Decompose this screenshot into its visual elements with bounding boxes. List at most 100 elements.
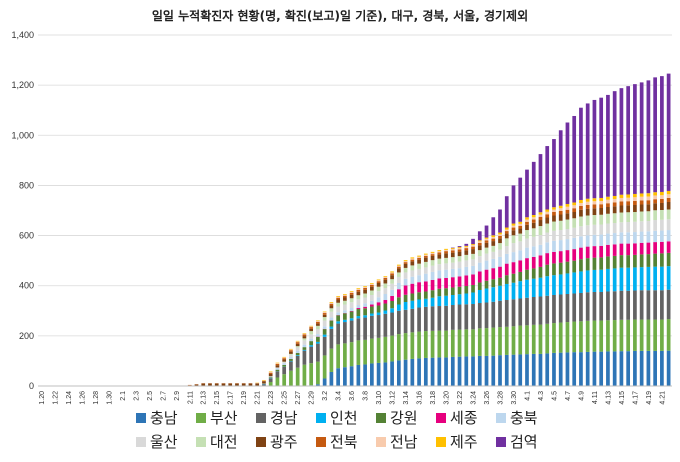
bar-segment <box>626 243 631 256</box>
bar-segment <box>228 383 233 386</box>
bar-segment <box>316 320 320 321</box>
bar-segment <box>477 240 482 242</box>
bar-segment <box>457 294 462 305</box>
bar-segment <box>525 221 529 225</box>
bar-segment <box>464 243 469 246</box>
bar-segment <box>282 356 287 358</box>
x-tick-label: 3.14 <box>403 391 410 405</box>
bar-segment <box>545 276 550 296</box>
bar-segment <box>633 193 637 198</box>
bar-segment <box>525 258 529 270</box>
bar-segment <box>504 233 509 239</box>
bar-segment <box>343 304 347 311</box>
bar-segment <box>552 230 556 241</box>
bar-segment <box>329 328 334 349</box>
bar-segment <box>295 343 300 347</box>
bar-segment <box>484 225 489 238</box>
bar-segment <box>626 194 631 198</box>
bar-segment <box>511 252 516 263</box>
legend-label: 충남 <box>150 409 178 427</box>
bar-segment <box>437 278 442 289</box>
bar-segment <box>444 269 448 278</box>
legend-label: 검역 <box>510 433 538 451</box>
bar-segment <box>457 286 462 295</box>
bar-segment <box>552 323 556 353</box>
bar-segment <box>423 357 428 386</box>
bar-segment <box>423 257 428 262</box>
bar-segment <box>423 267 428 274</box>
bar-segment <box>329 320 334 327</box>
bar-segment <box>558 214 563 221</box>
bar-segment <box>471 292 475 305</box>
bar-segment <box>491 245 496 252</box>
bar-segment <box>302 338 307 341</box>
bar-segment <box>599 291 604 321</box>
bar-segment <box>471 238 475 245</box>
y-tick-label: 0 <box>29 381 34 391</box>
bar-segment <box>660 266 664 291</box>
bar-segment <box>363 286 367 287</box>
bar-segment <box>410 332 415 359</box>
bar-segment <box>316 320 320 322</box>
bar-segment <box>484 328 489 356</box>
bar-segment <box>370 284 374 287</box>
bar-segment <box>464 293 469 305</box>
bar-segment <box>477 328 482 356</box>
x-axis-ticks: 1.20 1.22 1.24 1.26 1.28 1.30 2.1 2.3 2.5 2.7 2.9 2… <box>39 391 667 405</box>
bar-segment <box>403 302 408 310</box>
x-tick-label: 4.15 <box>619 391 626 405</box>
bar-segment <box>606 203 610 207</box>
bar-segment <box>316 343 320 362</box>
bar-segment <box>660 350 664 386</box>
bar-segment <box>579 202 583 206</box>
bar-segment <box>599 234 604 246</box>
chart-title: 일일 누적확진자 현황(명, 확진(보고)일 기준), 대구, 경북, 서울, … <box>152 8 528 23</box>
bar-segment <box>282 364 287 367</box>
bar-segment <box>666 73 671 191</box>
bar-segment <box>498 277 502 286</box>
bar-segment <box>437 251 442 253</box>
bar-segment <box>633 204 637 213</box>
bar-segment <box>309 338 314 342</box>
bar-segment <box>430 251 435 253</box>
bar-segment <box>336 302 340 307</box>
bar-segment <box>390 273 394 276</box>
bar-segment <box>599 204 604 208</box>
bar-segment <box>579 352 583 386</box>
bar-segment <box>457 276 462 287</box>
bar-segment <box>423 291 428 299</box>
bar-segment <box>511 273 516 283</box>
bar-segment <box>626 290 631 320</box>
bar-segment <box>410 259 415 262</box>
bar-segment <box>343 300 347 305</box>
bar-segment <box>356 291 361 296</box>
bar-segment <box>491 279 496 288</box>
bar-segment <box>666 197 671 202</box>
bar-segment <box>639 254 644 268</box>
bar-segment <box>538 235 543 245</box>
bar-segment <box>471 244 475 246</box>
bar-segment <box>309 326 314 328</box>
bar-segment <box>484 280 489 289</box>
bar-segment <box>464 266 469 276</box>
bar-segment <box>410 308 415 333</box>
bar-segment <box>619 197 624 202</box>
bar-segment <box>383 300 388 304</box>
bar-segment <box>322 329 327 335</box>
bar-segment <box>653 253 657 267</box>
bar-segment <box>275 367 280 369</box>
bar-segment <box>599 207 604 215</box>
legend-swatch <box>316 413 326 423</box>
bar-segment <box>666 194 671 198</box>
bar-segment <box>349 302 354 309</box>
bar-segment <box>477 262 482 272</box>
bar-segment <box>383 277 388 280</box>
bar-segment <box>437 264 442 271</box>
bar-segment <box>511 243 516 253</box>
bar-segment <box>295 367 300 386</box>
bar-segment <box>457 261 462 269</box>
bar-segment <box>612 91 617 196</box>
bar-segment <box>403 359 408 386</box>
bar-segment <box>302 333 307 335</box>
